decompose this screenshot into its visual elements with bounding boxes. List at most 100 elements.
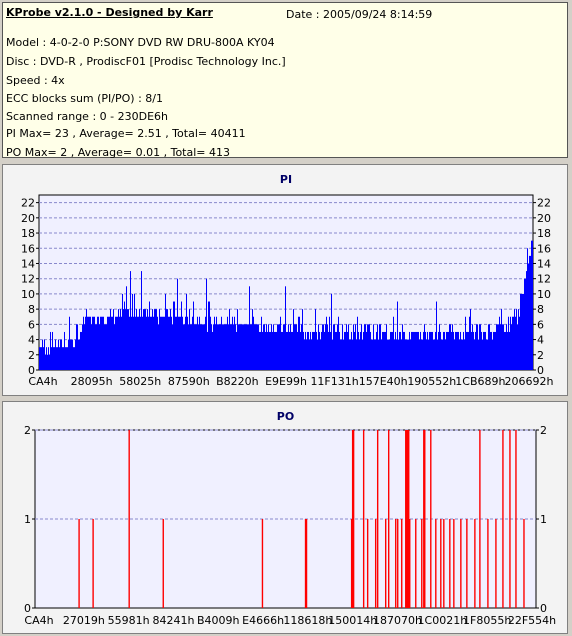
pi-bar [502,324,503,370]
pi-bar [249,286,250,370]
pi-bar [297,331,298,370]
pi-bar [194,324,195,370]
pi-bar [40,347,41,370]
pi-bar [487,339,488,370]
scan-date: Date : 2005/09/24 8:14:59 [286,8,433,21]
pi-bar [267,331,268,370]
x-tick-label-9: 1C0021h [418,614,468,627]
pi-bar [283,324,284,370]
pi-bar [295,324,296,370]
pi-bar [306,339,307,370]
pi-bar [231,324,232,370]
pi-bar [392,331,393,370]
pi-bar [351,331,352,370]
pi-bar [482,339,483,370]
pi-bar [280,316,281,370]
pi-bar [237,309,238,370]
pi-bar [156,309,157,370]
pi-bar [100,316,101,370]
y-tick-label-right-0: 0 [540,602,547,615]
pi-bar [389,339,390,370]
pi-bar [408,339,409,370]
pi-bar [93,316,94,370]
pi-bar [221,316,222,370]
pi-bar [339,331,340,370]
pi-bar [55,339,56,370]
pi-bar [232,316,233,370]
pi-bar [214,316,215,370]
pi-bar [402,324,403,370]
pi-bar [104,324,105,370]
pi-bar [401,339,402,370]
pi-bar [129,316,130,370]
pi-bar [251,324,252,370]
pi-bar [489,324,490,370]
x-tick-label-7: 157E40h [359,375,408,388]
x-tick-label-1: 27019h [63,614,105,627]
pi-bar [350,339,351,370]
pi-bar [290,324,291,370]
pi-bar [258,324,259,370]
pi-bar [96,324,97,370]
pi-bar [255,324,256,370]
pi-bar [298,316,299,370]
pi-bar [242,324,243,370]
y-tick-label-right-1: 1 [540,513,547,526]
pi-bar [323,324,324,370]
pi-bar [531,240,532,370]
pi-bar [140,316,141,370]
x-tick-label-0: CA4h [24,614,53,627]
pi-bar [436,301,437,370]
info-scanned-range: Scanned range : 0 - 230DE6h [6,110,168,123]
x-tick-label-7: 150014h [328,614,377,627]
pi-bar [523,293,524,370]
pi-bar [365,324,366,370]
pi-bar [370,331,371,370]
pi-bar [393,316,394,370]
pi-bar [438,331,439,370]
pi-bar [143,309,144,370]
pi-bar [468,331,469,370]
pi-bar [505,331,506,370]
pi-bar [252,309,253,370]
pi-bar [174,301,175,370]
pi-bar [478,339,479,370]
pi-bar [394,339,395,370]
y-tick-label-1: 1 [24,513,31,526]
pi-bar [494,331,495,370]
pi-bar [325,324,326,370]
pi-bar [204,324,205,370]
pi-bar [388,339,389,370]
pi-bar [405,339,406,370]
disc-info-panel: KProbe v2.1.0 - Designed by Karr Date : … [2,2,568,159]
pi-bar [299,316,300,370]
pi-bar [244,324,245,370]
pi-bar [368,324,369,370]
pi-bar [316,331,317,370]
pi-bar [492,339,493,370]
pi-bar [281,331,282,370]
pi-bar [147,309,148,370]
pi-bar [308,331,309,370]
pi-bar [109,316,110,370]
pi-bar [333,324,334,370]
pi-bar [285,286,286,370]
pi-bar [296,324,297,370]
pi-bar [314,331,315,370]
pi-bar [282,331,283,370]
y-tick-label-4: 8 [28,303,35,316]
pi-bar [510,316,511,370]
pi-bar [335,331,336,370]
pi-bar [452,324,453,370]
pi-bar [439,324,440,370]
pi-bar [39,347,40,370]
pi-bar [307,331,308,370]
pi-bar [83,316,84,370]
pi-bar [481,331,482,370]
pi-bar [192,316,193,370]
x-tick-label-8: 187070h [373,614,422,627]
pi-bar [344,331,345,370]
pi-bar [373,324,374,370]
pi-bar [146,316,147,370]
pi-bar [223,324,224,370]
